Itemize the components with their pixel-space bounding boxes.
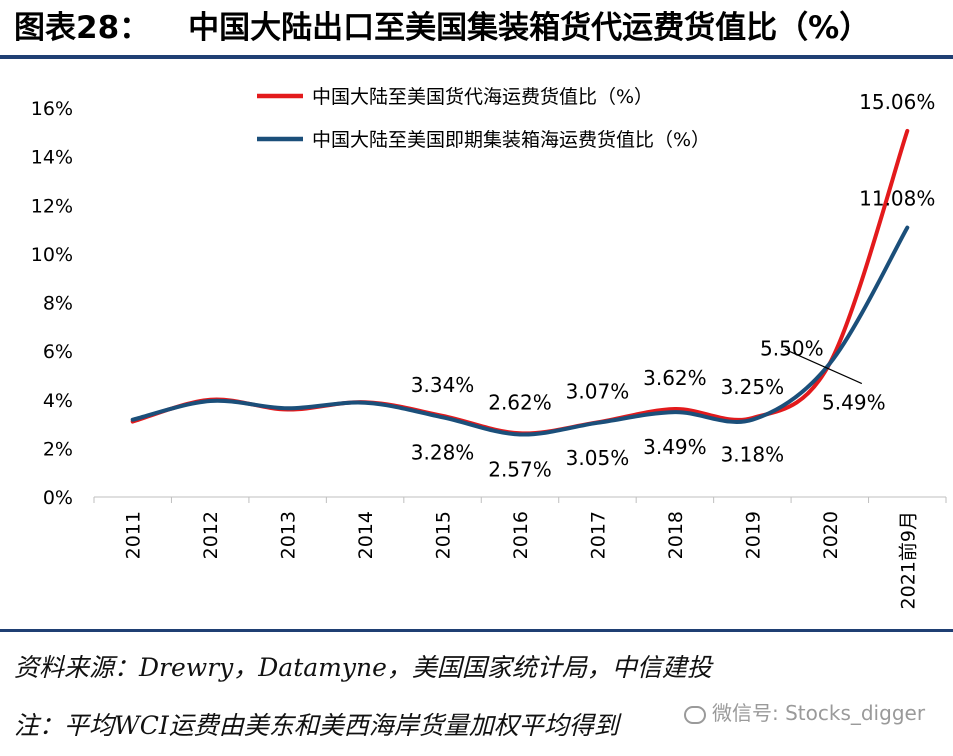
watermark-text: 微信号: Stocks_digger [712,701,926,725]
footer-divider [0,629,953,632]
y-tick-label: 2% [43,438,73,460]
x-tick-label: 2018 [665,511,687,559]
leader-line [784,348,863,385]
figure-number: 图表28： [14,10,151,46]
series-line-1 [130,128,910,436]
data-label: 3.07% [566,379,630,403]
data-label: 3.62% [643,366,707,390]
data-label: 3.34% [411,373,475,397]
y-tick-label: 4% [43,390,73,412]
x-tick-label: 2016 [510,511,532,559]
watermark: 微信号: Stocks_digger [684,697,925,726]
x-tick-label: 2012 [200,511,222,559]
series-line-2 [130,225,910,437]
x-tick-label: 2014 [355,511,377,559]
data-label: 2.57% [488,458,552,482]
source-note: 资料来源：Drewry，Datamyne，美国国家统计局，中信建投 [14,653,712,682]
footnote: 注：平均WCI运费由美东和美西海岸货量加权平均得到 [14,711,619,740]
data-label: 3.49% [643,435,707,459]
data-label: 15.06% [859,90,935,114]
x-tick-label: 2015 [433,511,455,559]
x-tick-label: 2011 [123,511,145,559]
data-label: 5.50% [760,336,824,360]
data-label: 5.49% [822,391,886,415]
data-label: 3.18% [721,443,785,467]
y-tick-label: 10% [31,244,73,266]
title-divider [0,55,953,59]
y-tick-label: 16% [31,98,73,120]
line-chart: 0% 2% 4% 6% 8% 10% 12% 14% 16% 2011 2012 2013 2014 20… [31,86,947,609]
chart-title: 图表28： 中国大陆出口至美国集装箱货代运费货值比（%） [14,6,870,50]
x-tick-label: 2017 [587,511,609,559]
data-label: 3.28% [411,440,475,464]
data-label: 3.25% [721,375,785,399]
y-tick-label: 6% [43,341,73,363]
legend-label-2: 中国大陆至美国即期集装箱海运费货值比（%） [312,129,710,151]
figure-title: 中国大陆出口至美国集装箱货代运费货值比（%） [188,10,871,46]
x-tick-label: 2021前9月 [897,511,919,609]
data-label: 3.05% [566,446,630,470]
y-tick-label: 0% [43,487,73,509]
legend-label-1: 中国大陆至美国货代海运费货值比（%） [312,86,653,108]
data-label: 2.62% [488,390,552,414]
y-tick-label: 14% [31,147,73,169]
x-tick-label: 2020 [820,511,842,559]
y-tick-label: 12% [31,195,73,217]
x-tick-label: 2013 [278,511,300,559]
y-tick-label: 8% [43,293,73,315]
x-tick-label: 2019 [742,511,764,559]
wechat-icon [684,705,706,724]
data-label: 11.08% [859,187,935,211]
